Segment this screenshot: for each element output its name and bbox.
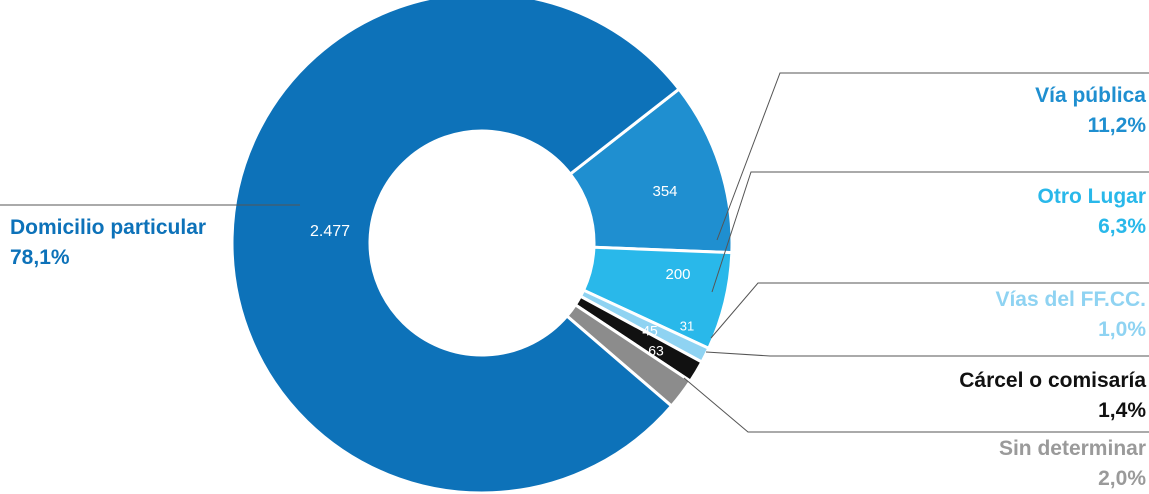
label-domicilio-particular: Domicilio particular 78,1% bbox=[10, 213, 206, 273]
label-sin-determinar: Sin determinar 2,0% bbox=[999, 434, 1146, 494]
label-name: Otro Lugar bbox=[1037, 185, 1147, 208]
leader-line-otro-lugar bbox=[711, 171, 1149, 293]
label-name: Domicilio particular bbox=[10, 216, 207, 239]
label-percent: 2,0% bbox=[1098, 467, 1146, 490]
label-percent: 1,0% bbox=[1098, 318, 1146, 341]
leader-line-vias-ffcc bbox=[710, 282, 1149, 339]
label-percent: 11,2% bbox=[1087, 114, 1146, 137]
value-label-domicilio-particular: 2.477 bbox=[310, 223, 350, 240]
value-label-vias-del-ff-cc: 31 bbox=[680, 318, 694, 333]
label-via-publica: Vía pública 11,2% bbox=[1035, 81, 1146, 141]
label-percent: 1,4% bbox=[1098, 399, 1146, 422]
label-carcel-comisaria: Cárcel o comisaría 1,4% bbox=[959, 366, 1146, 426]
slice-via-publica bbox=[568, 86, 734, 255]
value-label-carcel-o-comisaria: 45 bbox=[642, 323, 658, 339]
leader-line-sin-determinar bbox=[683, 377, 1149, 433]
label-percent: 6,3% bbox=[1098, 215, 1146, 238]
value-label-via-publica: 354 bbox=[652, 183, 677, 200]
label-percent: 78,1% bbox=[10, 246, 70, 269]
label-name: Vías del FF.CC. bbox=[995, 288, 1146, 311]
label-name: Sin determinar bbox=[998, 437, 1146, 460]
value-label-otro-lugar: 200 bbox=[665, 266, 690, 283]
label-otro-lugar: Otro Lugar 6,3% bbox=[1038, 182, 1147, 242]
slice-domicilio-particular bbox=[230, 0, 682, 493]
leader-line-carcel-comisaria bbox=[705, 351, 1149, 357]
leader-line-via-publica bbox=[716, 72, 1149, 241]
label-vias-ffcc: Vías del FF.CC. 1,0% bbox=[995, 285, 1146, 345]
label-name: Cárcel o comisaría bbox=[959, 369, 1146, 392]
label-name: Vía pública bbox=[1035, 84, 1146, 107]
value-label-sin-determinar: 63 bbox=[648, 343, 664, 359]
